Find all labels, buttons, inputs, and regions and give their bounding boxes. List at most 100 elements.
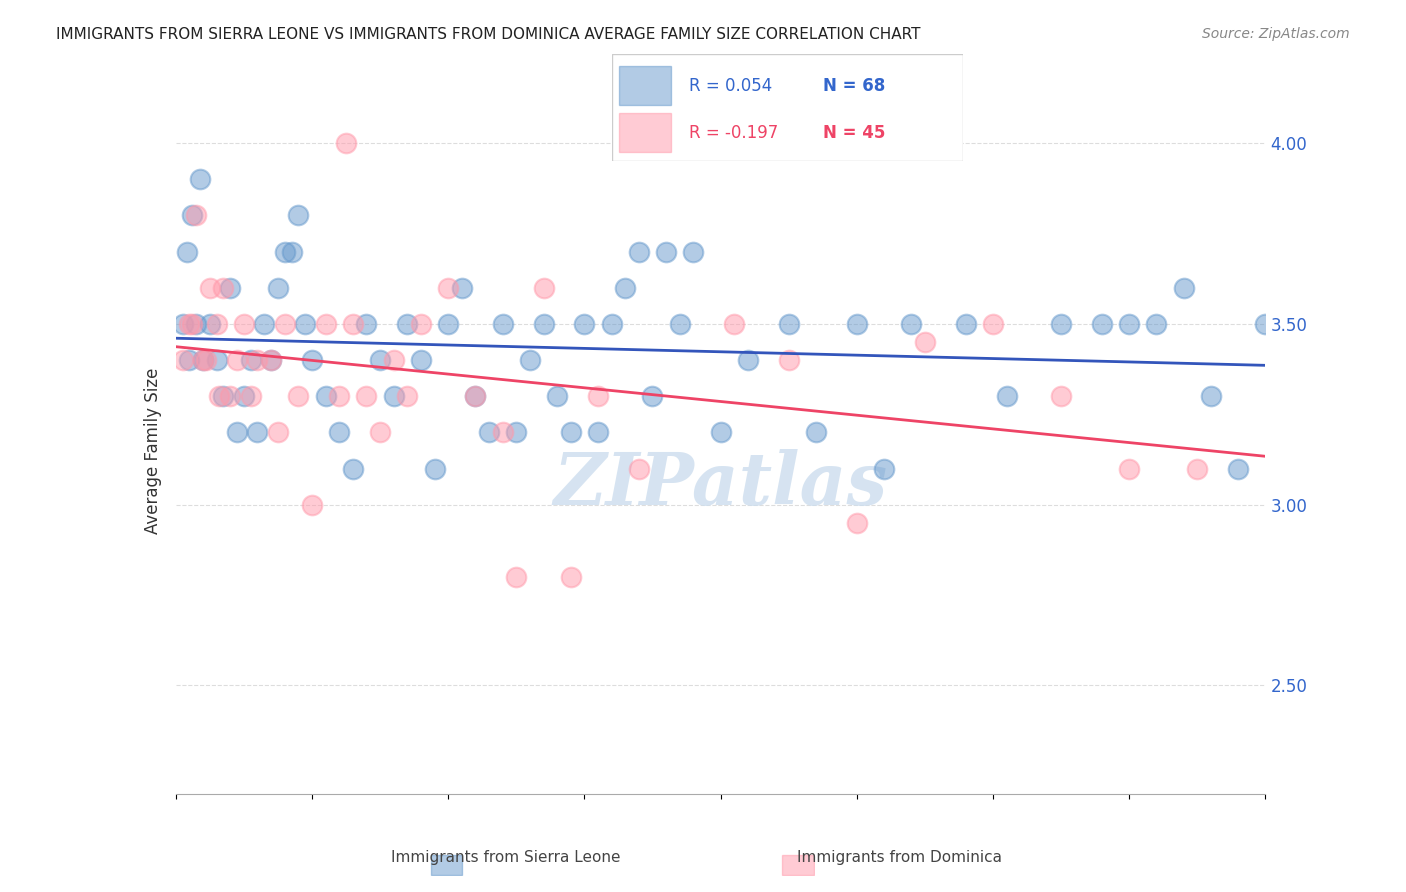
Point — [409, 317, 432, 331]
Point — [198, 317, 221, 331]
Point — [356, 317, 378, 331]
Point — [464, 389, 486, 403]
Point — [342, 317, 364, 331]
Point — [845, 317, 868, 331]
Point — [181, 317, 204, 331]
Point — [186, 317, 208, 331]
Y-axis label: Average Family Size: Average Family Size — [143, 368, 162, 533]
Point — [845, 516, 868, 530]
Point — [1227, 461, 1250, 475]
Point — [328, 389, 350, 403]
Point — [995, 389, 1018, 403]
Point — [287, 389, 309, 403]
Text: IMMIGRANTS FROM SIERRA LEONE VS IMMIGRANTS FROM DOMINICA AVERAGE FAMILY SIZE COR: IMMIGRANTS FROM SIERRA LEONE VS IMMIGRAN… — [56, 27, 921, 42]
Point — [778, 353, 800, 368]
Point — [560, 570, 582, 584]
Point — [723, 317, 745, 331]
FancyBboxPatch shape — [619, 113, 672, 152]
Point — [505, 570, 527, 584]
Text: ZIPatlas: ZIPatlas — [554, 450, 887, 520]
Point — [737, 353, 759, 368]
Point — [368, 353, 391, 368]
Text: N = 45: N = 45 — [823, 124, 884, 142]
Point — [356, 389, 378, 403]
Point — [437, 281, 460, 295]
Point — [179, 317, 201, 331]
Point — [641, 389, 664, 403]
Point — [464, 389, 486, 403]
Point — [232, 317, 254, 331]
Point — [328, 425, 350, 440]
Point — [212, 281, 235, 295]
Point — [205, 317, 228, 331]
Point — [423, 461, 446, 475]
Point — [239, 389, 262, 403]
Point — [274, 244, 297, 259]
Point — [492, 317, 515, 331]
Point — [219, 281, 242, 295]
Point — [560, 425, 582, 440]
Point — [1118, 461, 1140, 475]
Point — [396, 317, 419, 331]
Point — [267, 281, 290, 295]
Point — [368, 425, 391, 440]
Point — [335, 136, 357, 151]
Point — [181, 209, 204, 223]
Point — [212, 389, 235, 403]
Text: Immigrants from Sierra Leone: Immigrants from Sierra Leone — [391, 850, 621, 865]
Point — [900, 317, 922, 331]
Point — [450, 281, 472, 295]
Point — [1050, 389, 1073, 403]
Text: N = 68: N = 68 — [823, 77, 884, 95]
Point — [668, 317, 690, 331]
Point — [778, 317, 800, 331]
Point — [172, 317, 194, 331]
Point — [274, 317, 297, 331]
Point — [627, 244, 650, 259]
FancyBboxPatch shape — [782, 855, 814, 875]
Point — [301, 498, 323, 512]
Point — [382, 353, 405, 368]
Point — [232, 389, 254, 403]
Point — [205, 353, 228, 368]
Point — [533, 317, 555, 331]
Point — [194, 353, 217, 368]
Point — [546, 389, 568, 403]
Point — [287, 209, 309, 223]
Point — [533, 281, 555, 295]
Point — [294, 317, 316, 331]
Point — [914, 334, 936, 349]
Point — [208, 389, 231, 403]
Point — [239, 353, 262, 368]
Point — [342, 461, 364, 475]
Point — [186, 209, 208, 223]
Point — [226, 425, 249, 440]
Point — [267, 425, 290, 440]
Point — [505, 425, 527, 440]
Point — [614, 281, 637, 295]
Text: R = 0.054: R = 0.054 — [689, 77, 772, 95]
Point — [179, 353, 201, 368]
Point — [246, 353, 269, 368]
FancyBboxPatch shape — [612, 54, 963, 161]
Point — [574, 317, 596, 331]
Point — [1199, 389, 1222, 403]
Point — [1254, 317, 1277, 331]
Point — [492, 425, 515, 440]
Point — [219, 389, 242, 403]
Point — [188, 172, 211, 186]
Point — [627, 461, 650, 475]
Point — [981, 317, 1004, 331]
Point — [1091, 317, 1114, 331]
Point — [804, 425, 827, 440]
Text: Source: ZipAtlas.com: Source: ZipAtlas.com — [1202, 27, 1350, 41]
Point — [260, 353, 283, 368]
Point — [396, 389, 419, 403]
Point — [873, 461, 896, 475]
Point — [315, 317, 337, 331]
Point — [1173, 281, 1195, 295]
Point — [409, 353, 432, 368]
Point — [1118, 317, 1140, 331]
Text: R = -0.197: R = -0.197 — [689, 124, 778, 142]
Point — [198, 281, 221, 295]
